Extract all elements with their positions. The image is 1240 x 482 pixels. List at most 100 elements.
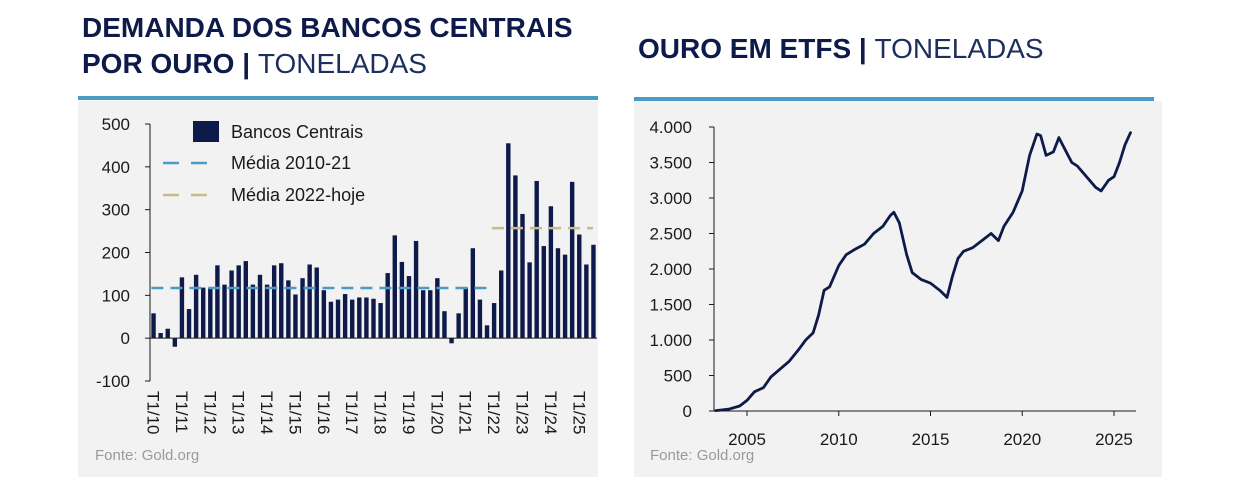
etf-holdings-line: [714, 131, 1132, 413]
x-tick-label: T1/20: [427, 391, 446, 434]
bar-central-banks: [484, 325, 490, 339]
bar-central-banks: [527, 262, 532, 339]
bar-central-banks: [577, 234, 582, 339]
bar-central-banks: [350, 299, 355, 339]
x-tick-label: T1/24: [541, 391, 560, 434]
x-tick-label: T1/12: [200, 391, 219, 434]
x-tick-label: T1/23: [513, 391, 532, 434]
bar-central-banks: [193, 274, 199, 339]
bar-central-banks: [406, 276, 412, 339]
bar-central-banks: [378, 303, 383, 339]
left-source-note: Fonte: Gold.org: [95, 447, 200, 464]
right-chart-title-main: OURO EM ETFS |: [638, 33, 867, 64]
y-tick-label: 0: [121, 329, 130, 348]
bar-central-banks: [371, 298, 376, 339]
bar-central-banks: [271, 265, 277, 339]
bar-central-banks: [201, 287, 206, 339]
x-tick-label: T1/19: [399, 391, 418, 434]
bar-central-banks: [250, 284, 256, 339]
bar-central-banks: [562, 254, 568, 339]
right-chart-title: OURO EM ETFS | TONELADAS: [638, 31, 1158, 67]
bar-central-banks: [506, 143, 511, 339]
x-tick-label: 2005: [728, 430, 766, 449]
x-tick-label: T1/21: [456, 391, 475, 434]
left-chart-title-main: DEMANDA DOS BANCOS CENTRAIS POR OURO |: [82, 12, 573, 79]
bar-central-banks: [208, 287, 213, 339]
bar-central-banks: [186, 309, 192, 339]
bar-central-banks: [364, 297, 369, 339]
x-tick-label: T1/14: [257, 391, 276, 434]
x-tick-label: 2015: [912, 430, 950, 449]
bar-central-banks: [456, 313, 461, 339]
bar-central-banks: [435, 278, 440, 339]
bar-central-banks: [449, 338, 454, 344]
y-tick-label: 0: [683, 402, 692, 421]
right-chart-title-unit: TONELADAS: [874, 33, 1044, 64]
legend-label-average-2010-21: Média 2010-21: [231, 153, 351, 173]
bar-central-banks: [470, 248, 476, 339]
y-tick-label: 300: [102, 201, 130, 220]
bar-central-banks: [293, 294, 298, 339]
x-tick-label: T1/10: [144, 391, 163, 434]
y-tick-label: 1.500: [649, 296, 692, 315]
x-tick-label: T1/16: [314, 391, 333, 434]
left-chart-title: DEMANDA DOS BANCOS CENTRAIS POR OURO | T…: [82, 10, 602, 82]
y-tick-label: 200: [102, 244, 130, 263]
bar-central-banks: [463, 287, 468, 339]
y-tick-label: 3.500: [649, 154, 692, 173]
x-tick-label: T1/22: [484, 391, 503, 434]
y-tick-label: 4.000: [649, 118, 692, 137]
bar-central-banks: [222, 284, 227, 339]
x-tick-label: 2010: [820, 430, 858, 449]
right-source-note: Fonte: Gold.org: [650, 447, 755, 464]
bar-central-banks: [520, 213, 525, 339]
bar-central-banks: [158, 333, 163, 339]
y-tick-label: 500: [664, 367, 692, 386]
bar-central-banks: [591, 244, 596, 339]
bar-central-banks: [584, 264, 589, 339]
bar-central-banks: [428, 290, 433, 339]
y-tick-label: 500: [102, 115, 130, 134]
bar-central-banks: [279, 263, 284, 339]
bar-central-banks: [229, 270, 234, 339]
bar-central-banks: [236, 265, 241, 339]
x-tick-label: T1/13: [229, 391, 248, 434]
y-tick-label: 2.500: [649, 225, 692, 244]
bar-central-banks: [286, 280, 291, 339]
bar-central-banks: [534, 180, 539, 339]
bar-central-banks: [513, 175, 518, 339]
bar-central-banks: [257, 274, 263, 339]
bar-central-banks: [442, 311, 447, 339]
bar-central-banks: [300, 278, 305, 339]
bar-central-banks: [342, 294, 348, 339]
bar-central-banks: [321, 290, 327, 339]
x-tick-label: 2020: [1003, 430, 1041, 449]
right-title-rule: [634, 97, 1154, 101]
bar-central-banks: [420, 290, 426, 339]
x-tick-label: T1/25: [569, 391, 588, 434]
bar-central-banks: [548, 206, 554, 339]
left-chart-title-unit: TONELADAS: [257, 48, 427, 79]
bar-central-banks: [215, 265, 220, 339]
bar-central-banks: [151, 313, 156, 339]
x-tick-label: T1/18: [371, 391, 390, 434]
y-tick-label: 2.000: [649, 260, 692, 279]
bar-central-banks: [569, 181, 575, 339]
x-tick-label: T1/17: [342, 391, 361, 434]
bar-central-banks: [399, 261, 405, 339]
x-tick-label: 2025: [1095, 430, 1133, 449]
y-tick-label: -100: [96, 372, 130, 391]
legend-swatch-central-banks: [193, 121, 219, 142]
y-tick-label: 100: [102, 286, 130, 305]
bar-central-banks: [307, 264, 312, 339]
bar-central-banks: [243, 261, 248, 339]
bar-central-banks: [314, 267, 319, 339]
legend-label-central-banks: Bancos Centrais: [231, 122, 363, 142]
legend-label-average-2022-today: Média 2022-hoje: [231, 185, 365, 205]
bar-central-banks: [392, 235, 397, 339]
left-title-rule: [78, 96, 598, 100]
bar-central-banks: [385, 273, 390, 339]
bar-central-banks: [264, 284, 270, 339]
bar-central-banks: [491, 303, 497, 339]
